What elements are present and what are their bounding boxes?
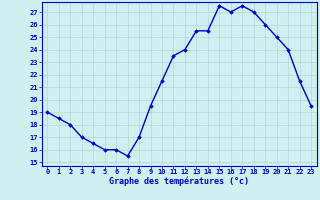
X-axis label: Graphe des températures (°c): Graphe des températures (°c) [109,177,249,186]
